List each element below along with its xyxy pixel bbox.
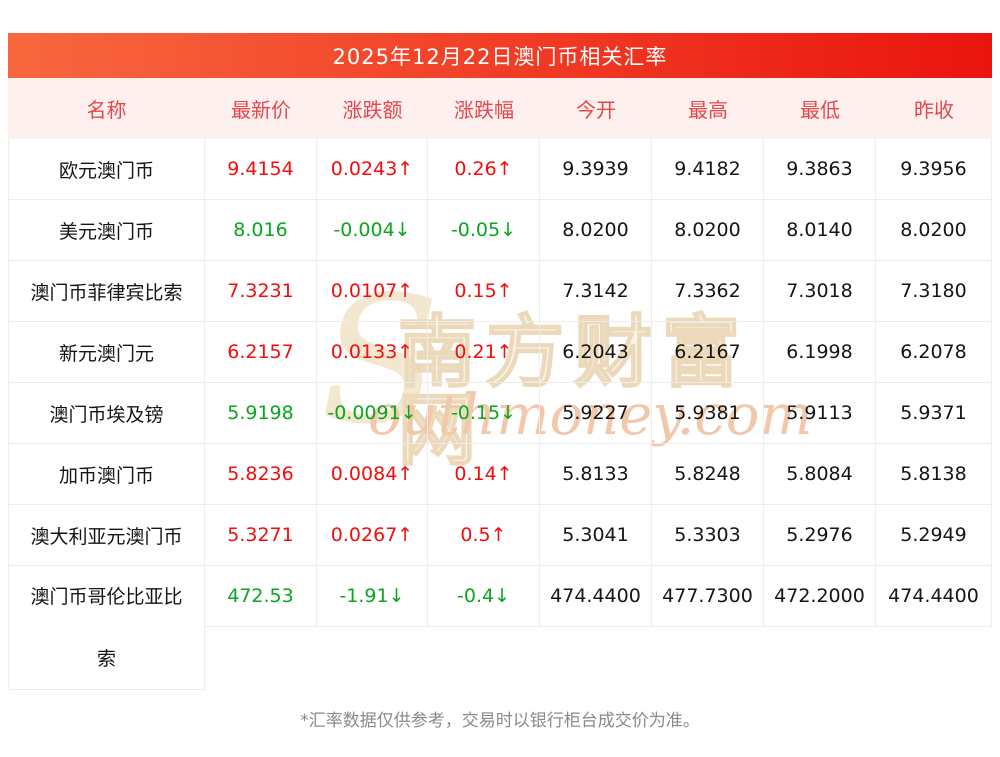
open-cell: 7.3142 xyxy=(540,261,652,322)
low-cell: 8.0140 xyxy=(764,200,876,261)
prev-close-cell: 5.9371 xyxy=(876,383,992,444)
name-cell: 澳门币埃及镑 xyxy=(8,383,205,444)
change-amount-cell: -1.91↓ xyxy=(317,566,428,627)
latest-price-cell: 8.016 xyxy=(205,200,317,261)
low-cell: 9.3863 xyxy=(764,139,876,200)
latest-price-cell: 5.9198 xyxy=(205,383,317,444)
name-cell: 加币澳门币 xyxy=(8,444,205,505)
low-cell: 472.2000 xyxy=(764,566,876,627)
table-body: 欧元澳门币 9.4154 0.0243↑ 0.26↑ 9.3939 9.4182 9.386… xyxy=(8,139,992,690)
open-cell: 9.3939 xyxy=(540,139,652,200)
low-cell: 5.8084 xyxy=(764,444,876,505)
change-amount-cell: 0.0243↑ xyxy=(317,139,428,200)
latest-price-cell: 9.4154 xyxy=(205,139,317,200)
name-cell: 澳大利亚元澳门币 xyxy=(8,505,205,566)
name-cell: 新元澳门元 xyxy=(8,322,205,383)
header-cell-4: 今开 xyxy=(540,78,652,139)
open-cell: 474.4400 xyxy=(540,566,652,627)
latest-price-cell: 7.3231 xyxy=(205,261,317,322)
change-percent-cell: -0.15↓ xyxy=(428,383,540,444)
high-cell: 477.7300 xyxy=(652,566,764,627)
table-row: 加币澳门币 5.8236 0.0084↑ 0.14↑ 5.8133 5.8248 5.808… xyxy=(8,444,992,505)
header-cell-6: 最低 xyxy=(764,78,876,139)
latest-price-cell: 5.8236 xyxy=(205,444,317,505)
name-cell: 欧元澳门币 xyxy=(8,139,205,200)
open-cell: 5.3041 xyxy=(540,505,652,566)
change-amount-cell: -0.0091↓ xyxy=(317,383,428,444)
high-cell: 5.9381 xyxy=(652,383,764,444)
high-cell: 6.2167 xyxy=(652,322,764,383)
prev-close-cell: 9.3956 xyxy=(876,139,992,200)
change-amount-cell: 0.0107↑ xyxy=(317,261,428,322)
change-percent-cell: 0.15↑ xyxy=(428,261,540,322)
latest-price-cell: 472.53 xyxy=(205,566,317,627)
name-cell: 澳门币哥伦比亚比索 xyxy=(8,566,205,690)
name-cell: 澳门币菲律宾比索 xyxy=(8,261,205,322)
prev-close-cell: 8.0200 xyxy=(876,200,992,261)
header-cell-2: 涨跌额 xyxy=(317,78,428,139)
name-cell: 美元澳门币 xyxy=(8,200,205,261)
change-percent-cell: 0.14↑ xyxy=(428,444,540,505)
latest-price-cell: 5.3271 xyxy=(205,505,317,566)
change-percent-cell: -0.4↓ xyxy=(428,566,540,627)
table-row: 美元澳门币 8.016 -0.004↓ -0.05↓ 8.0200 8.0200 8.014… xyxy=(8,200,992,261)
open-cell: 8.0200 xyxy=(540,200,652,261)
table-row: 新元澳门元 6.2157 0.0133↑ 0.21↑ 6.2043 6.2167 6.199… xyxy=(8,322,992,383)
change-amount-cell: 0.0133↑ xyxy=(317,322,428,383)
change-percent-cell: 0.26↑ xyxy=(428,139,540,200)
table-row: 澳门币菲律宾比索 7.3231 0.0107↑ 0.15↑ 7.3142 7.3362 7.… xyxy=(8,261,992,322)
high-cell: 7.3362 xyxy=(652,261,764,322)
header-cell-0: 名称 xyxy=(8,78,205,139)
table-row: 澳门币埃及镑 5.9198 -0.0091↓ -0.15↓ 5.9227 5.9381 5.… xyxy=(8,383,992,444)
high-cell: 5.8248 xyxy=(652,444,764,505)
header-cell-3: 涨跌幅 xyxy=(428,78,540,139)
page-title: 2025年12月22日澳门币相关汇率 xyxy=(332,44,668,69)
footer-note: *汇率数据仅供参考，交易时以银行柜台成交价为准。 xyxy=(300,711,700,731)
prev-close-cell: 5.8138 xyxy=(876,444,992,505)
open-cell: 6.2043 xyxy=(540,322,652,383)
header-cell-5: 最高 xyxy=(652,78,764,139)
prev-close-cell: 7.3180 xyxy=(876,261,992,322)
prev-close-cell: 5.2949 xyxy=(876,505,992,566)
table-header-row: 名称 最新价 涨跌额 涨跌幅 今开 最高 最低 昨收 xyxy=(8,78,992,139)
open-cell: 5.9227 xyxy=(540,383,652,444)
table-row: 澳门币哥伦比亚比索 472.53 -1.91↓ -0.4↓ 474.4400 477.73… xyxy=(8,566,992,690)
low-cell: 5.9113 xyxy=(764,383,876,444)
low-cell: 7.3018 xyxy=(764,261,876,322)
table-row: 欧元澳门币 9.4154 0.0243↑ 0.26↑ 9.3939 9.4182 9.386… xyxy=(8,139,992,200)
header-cell-1: 最新价 xyxy=(205,78,317,139)
low-cell: 6.1998 xyxy=(764,322,876,383)
change-amount-cell: 0.0267↑ xyxy=(317,505,428,566)
change-percent-cell: 0.5↑ xyxy=(428,505,540,566)
change-amount-cell: 0.0084↑ xyxy=(317,444,428,505)
high-cell: 8.0200 xyxy=(652,200,764,261)
latest-price-cell: 6.2157 xyxy=(205,322,317,383)
rates-table: 名称 最新价 涨跌额 涨跌幅 今开 最高 最低 昨收 欧元澳门币 9.4154 0.0243↑ 0.… xyxy=(8,78,992,690)
high-cell: 5.3303 xyxy=(652,505,764,566)
change-amount-cell: -0.004↓ xyxy=(317,200,428,261)
open-cell: 5.8133 xyxy=(540,444,652,505)
prev-close-cell: 6.2078 xyxy=(876,322,992,383)
low-cell: 5.2976 xyxy=(764,505,876,566)
prev-close-cell: 474.4400 xyxy=(876,566,992,627)
change-percent-cell: -0.05↓ xyxy=(428,200,540,261)
table-row: 澳大利亚元澳门币 5.3271 0.0267↑ 0.5↑ 5.3041 5.3303 5.2… xyxy=(8,505,992,566)
change-percent-cell: 0.21↑ xyxy=(428,322,540,383)
header-cell-7: 昨收 xyxy=(876,78,992,139)
title-bar: 2025年12月22日澳门币相关汇率 xyxy=(8,33,992,78)
high-cell: 9.4182 xyxy=(652,139,764,200)
